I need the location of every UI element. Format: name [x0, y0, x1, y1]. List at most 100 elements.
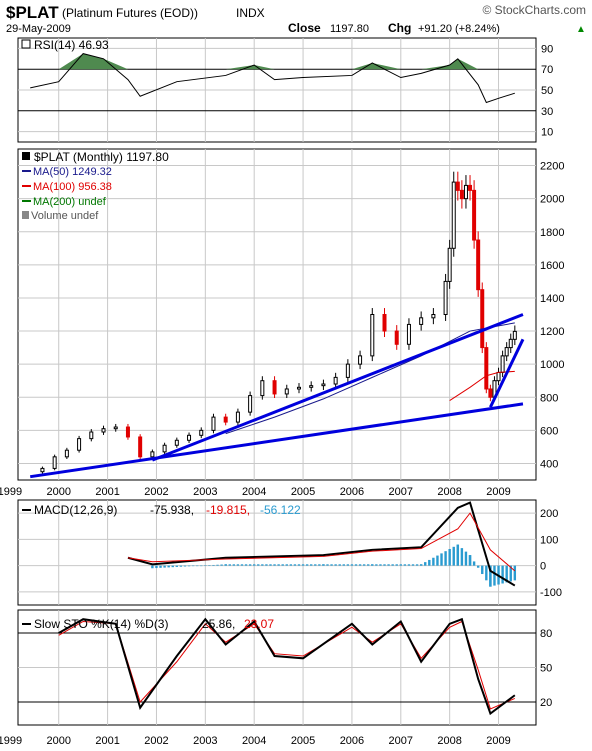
macd-label: MACD(12,26,9) — [34, 503, 117, 517]
ma50-line — [225, 322, 515, 435]
date-label: 29-May-2009 — [6, 23, 71, 35]
macd-histogram-bar — [481, 565, 484, 575]
macd-panel-frame — [17, 499, 537, 606]
macd-histogram-bar — [456, 544, 460, 566]
macd-histogram-bar — [452, 546, 455, 566]
sto-k-value: 25.86, — [202, 617, 235, 631]
price-tick-label: 600 — [540, 425, 558, 437]
macd-histogram-bar — [257, 564, 260, 566]
chg-label: Chg — [388, 21, 411, 35]
candle-body — [488, 388, 493, 398]
candle-body — [260, 380, 265, 397]
rsi-overbought-fill — [30, 53, 515, 70]
macd-histogram-bar — [330, 564, 333, 566]
macd-histogram-bar — [285, 564, 288, 566]
macd-histogram-bar — [220, 564, 223, 566]
candle-body — [309, 385, 314, 388]
candle-body — [358, 355, 363, 365]
macd-histogram-bar — [305, 564, 309, 566]
price-label: $PLAT (Monthly) 1197.80 — [34, 150, 169, 164]
candle-body — [40, 467, 45, 473]
rsi-line — [30, 53, 515, 104]
macd-histogram-bar — [289, 564, 293, 566]
candle-body — [504, 347, 509, 357]
macd-histogram-bar — [326, 564, 329, 566]
macd-histogram-bar — [391, 564, 394, 566]
grid-layer — [18, 38, 536, 725]
macd-histogram-bar — [367, 564, 370, 566]
candle-body — [508, 338, 513, 349]
macd-histogram-bar — [419, 564, 423, 566]
price-tick-label: 2200 — [540, 161, 564, 173]
macd-histogram-bar — [440, 553, 443, 566]
rsi-tick-label: 10 — [541, 127, 553, 139]
x-tick-label: 2008 — [437, 486, 461, 498]
trendline — [489, 338, 525, 408]
x-tick-label: 2000 — [46, 486, 70, 498]
sto-label: Slow STO %K(14) %D(3) — [34, 617, 168, 631]
instrument-name: (Platinum Futures (EOD)) — [62, 6, 198, 20]
macd-histogram-bar — [399, 564, 402, 566]
macd-tick-label: 0 — [540, 561, 546, 573]
candle-body — [138, 436, 143, 458]
macd-histogram-bar — [301, 564, 305, 566]
candle-body — [321, 383, 326, 387]
brand-logo: © StockCharts.com — [482, 3, 586, 17]
x-tick-label: 2007 — [389, 735, 413, 747]
volume-label: Volume undef — [31, 210, 99, 222]
macd-histogram-bar — [509, 565, 512, 582]
macd-histogram-bar — [379, 564, 382, 566]
candle-body — [419, 317, 424, 325]
macd-histogram-bar — [424, 562, 427, 566]
price-tick-label: 1400 — [540, 293, 564, 305]
x-tick-label: 2006 — [340, 735, 364, 747]
price-tick-label: 2000 — [540, 194, 564, 206]
macd-histogram-bar — [293, 564, 297, 566]
price-panel-frame — [17, 148, 537, 481]
ma100-line — [449, 370, 515, 401]
candle-body — [125, 426, 130, 438]
candle-body — [52, 456, 57, 469]
tick-layer: 1999199920002000200120012002200220032003… — [0, 43, 564, 747]
x-tick-label: 2002 — [144, 735, 168, 747]
macd-histogram-bar — [485, 565, 488, 581]
candle-body — [199, 429, 204, 436]
macd-histogram-bar — [468, 555, 472, 566]
candle-body — [223, 416, 228, 423]
x-tick-label: 2008 — [437, 735, 461, 747]
rsi-label: RSI(14) 46.93 — [34, 38, 109, 52]
macd-histogram-bar — [167, 565, 170, 568]
price-legend-swatch — [22, 152, 30, 160]
macd-histogram-bar — [155, 565, 158, 569]
macd-histogram-bar — [383, 564, 386, 566]
macd-histogram-bar — [236, 564, 240, 566]
macd-histogram-bar — [208, 565, 211, 566]
candle-body — [459, 189, 464, 200]
candle-body — [174, 439, 179, 446]
macd-histogram-bar — [240, 564, 244, 566]
sto-layer — [58, 617, 516, 716]
candle-body — [333, 376, 338, 385]
trendline — [151, 313, 524, 462]
chg-value: +91.20 (+8.24%) — [418, 23, 500, 35]
candle-body — [64, 449, 69, 458]
macd-histogram-bar — [195, 565, 199, 567]
candle-body — [101, 428, 106, 433]
macd-histogram-bar — [448, 549, 451, 566]
candle-body — [89, 431, 94, 440]
macd-histogram-bar — [375, 564, 378, 566]
x-tick-label: 1999 — [0, 486, 22, 498]
rsi-layer — [30, 53, 515, 104]
macd-histogram-bar — [191, 565, 195, 567]
macd-histogram-bar — [407, 564, 411, 566]
macd-histogram-bar — [460, 548, 464, 566]
candle-body — [370, 314, 375, 357]
candle-body — [512, 330, 517, 340]
x-tick-label: 2007 — [389, 486, 413, 498]
candle-body — [468, 184, 473, 191]
macd-signal-value: -19.815, — [206, 503, 250, 517]
x-tick-label: 2003 — [193, 735, 217, 747]
macd-histogram-bar — [428, 559, 431, 566]
macd-line — [127, 501, 516, 587]
